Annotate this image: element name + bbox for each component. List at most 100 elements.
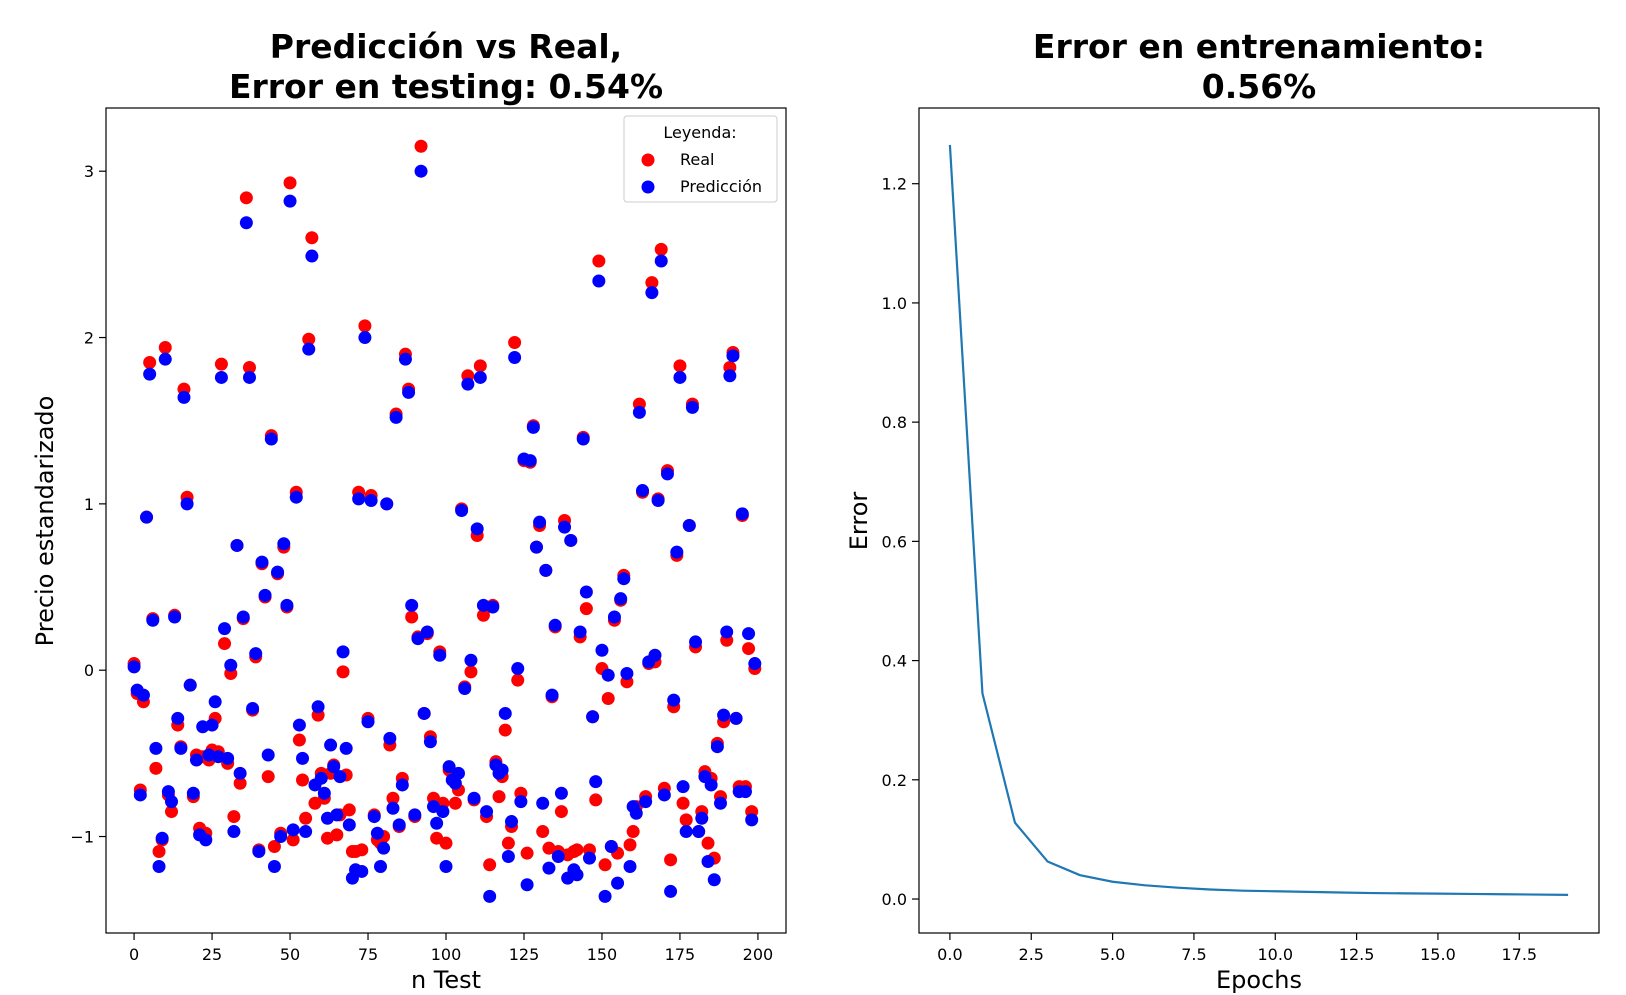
chart2-x-tick-label: 7.5	[1181, 945, 1206, 964]
data-point-prediccion	[227, 825, 241, 839]
data-point-prediccion	[592, 274, 606, 288]
chart2-title-line1: Error en entrenamiento:	[1033, 27, 1485, 66]
data-point-prediccion	[473, 370, 487, 384]
data-point-prediccion	[648, 648, 662, 662]
data-point-prediccion	[149, 741, 163, 755]
chart1-title-line1: Predicción vs Real,	[270, 27, 622, 66]
data-point-prediccion	[533, 515, 547, 529]
data-point-prediccion	[165, 795, 179, 809]
data-point-prediccion	[692, 825, 706, 839]
chart2-x-tick-label: 2.5	[1019, 945, 1044, 964]
data-point-prediccion	[239, 216, 253, 230]
data-point-prediccion	[330, 808, 344, 822]
data-point-real	[664, 853, 678, 867]
data-point-prediccion	[271, 565, 285, 579]
data-point-real	[654, 242, 668, 256]
series-prediccion	[127, 164, 762, 903]
chart1-title-line2: Error en testing: 0.54%	[229, 67, 663, 106]
data-point-prediccion	[607, 610, 621, 624]
chart1-x-ticks: 0 25 50 75 100 125 150 175 200	[129, 933, 773, 964]
data-point-prediccion	[127, 660, 141, 674]
data-point-real	[218, 637, 232, 651]
data-point-prediccion	[364, 494, 378, 508]
data-point-prediccion	[189, 753, 203, 767]
data-point-real	[492, 790, 506, 804]
data-point-real	[227, 810, 241, 824]
data-point-real	[501, 836, 515, 850]
chart1-x-tick-label: 75	[358, 945, 378, 964]
data-point-prediccion	[595, 643, 609, 657]
data-point-prediccion	[660, 467, 674, 481]
data-point-prediccion	[611, 876, 625, 890]
data-point-prediccion	[735, 507, 749, 521]
chart2-series-line	[948, 144, 1569, 896]
data-point-prediccion	[174, 741, 188, 755]
data-point-prediccion	[214, 370, 228, 384]
data-point-prediccion	[520, 878, 534, 892]
data-point-prediccion	[529, 540, 543, 554]
data-point-real	[214, 357, 228, 371]
data-point-prediccion	[342, 818, 356, 832]
data-point-prediccion	[623, 859, 637, 873]
data-point-prediccion	[333, 770, 347, 784]
data-point-prediccion	[657, 788, 671, 802]
data-point-prediccion	[423, 735, 437, 749]
data-point-real	[464, 665, 478, 679]
chart1-y-tick-label: 3	[84, 162, 94, 181]
data-point-prediccion	[461, 377, 475, 391]
legend-marker-real	[641, 153, 655, 167]
data-point-prediccion	[514, 795, 528, 809]
data-point-real	[239, 191, 253, 205]
data-point-prediccion	[292, 718, 306, 732]
data-point-prediccion	[242, 370, 256, 384]
data-point-real	[598, 858, 612, 872]
legend-marker-prediccion	[641, 180, 655, 194]
data-point-prediccion	[508, 350, 522, 364]
data-point-real	[623, 838, 637, 852]
data-point-real	[158, 341, 172, 355]
data-point-prediccion	[695, 811, 709, 825]
data-point-prediccion	[682, 518, 696, 532]
data-point-prediccion	[670, 545, 684, 559]
data-point-prediccion	[386, 801, 400, 815]
data-point-prediccion	[511, 662, 525, 676]
chart1-ylabel: Precio estandarizado	[31, 396, 59, 647]
data-point-real	[570, 843, 584, 857]
data-point-prediccion	[380, 497, 394, 511]
data-point-prediccion	[464, 653, 478, 667]
data-point-prediccion	[199, 833, 213, 847]
data-point-real	[358, 319, 372, 333]
data-point-prediccion	[436, 805, 450, 819]
data-point-prediccion	[617, 572, 631, 586]
data-point-real	[498, 723, 512, 737]
legend-label-prediccion: Predicción	[680, 177, 762, 196]
data-point-real	[283, 176, 297, 190]
chart2-y-tick-label: 0.0	[882, 890, 907, 909]
chart1-y-tick-label: 1	[84, 495, 94, 514]
chart2-x-tick-label: 17.5	[1501, 945, 1537, 964]
data-point-real	[242, 360, 256, 374]
chart1-y-tick-label: −1	[70, 828, 94, 847]
data-point-prediccion	[280, 598, 294, 612]
scatter-chart: Predicción vs Real, Error en testing: 0.…	[31, 27, 787, 994]
chart2-ylabel: Error	[845, 492, 873, 551]
data-point-real	[508, 336, 522, 350]
data-point-prediccion	[324, 738, 338, 752]
data-point-prediccion	[311, 700, 325, 714]
legend-box	[623, 115, 778, 203]
legend-title: Leyenda:	[663, 123, 736, 142]
data-point-prediccion	[582, 851, 596, 865]
data-point-prediccion	[629, 806, 643, 820]
chart2-y-ticks: 0.0 0.2 0.4 0.6 0.8 1.0 1.2	[882, 175, 919, 909]
data-point-prediccion	[327, 760, 341, 774]
data-point-prediccion	[274, 830, 288, 844]
data-point-real	[679, 813, 693, 827]
data-point-real	[143, 355, 157, 369]
data-point-prediccion	[286, 823, 300, 837]
data-point-prediccion	[726, 349, 740, 363]
data-point-real	[165, 805, 179, 819]
data-point-real	[601, 691, 615, 705]
data-point-prediccion	[136, 688, 150, 702]
chart1-x-tick-label: 175	[665, 945, 696, 964]
